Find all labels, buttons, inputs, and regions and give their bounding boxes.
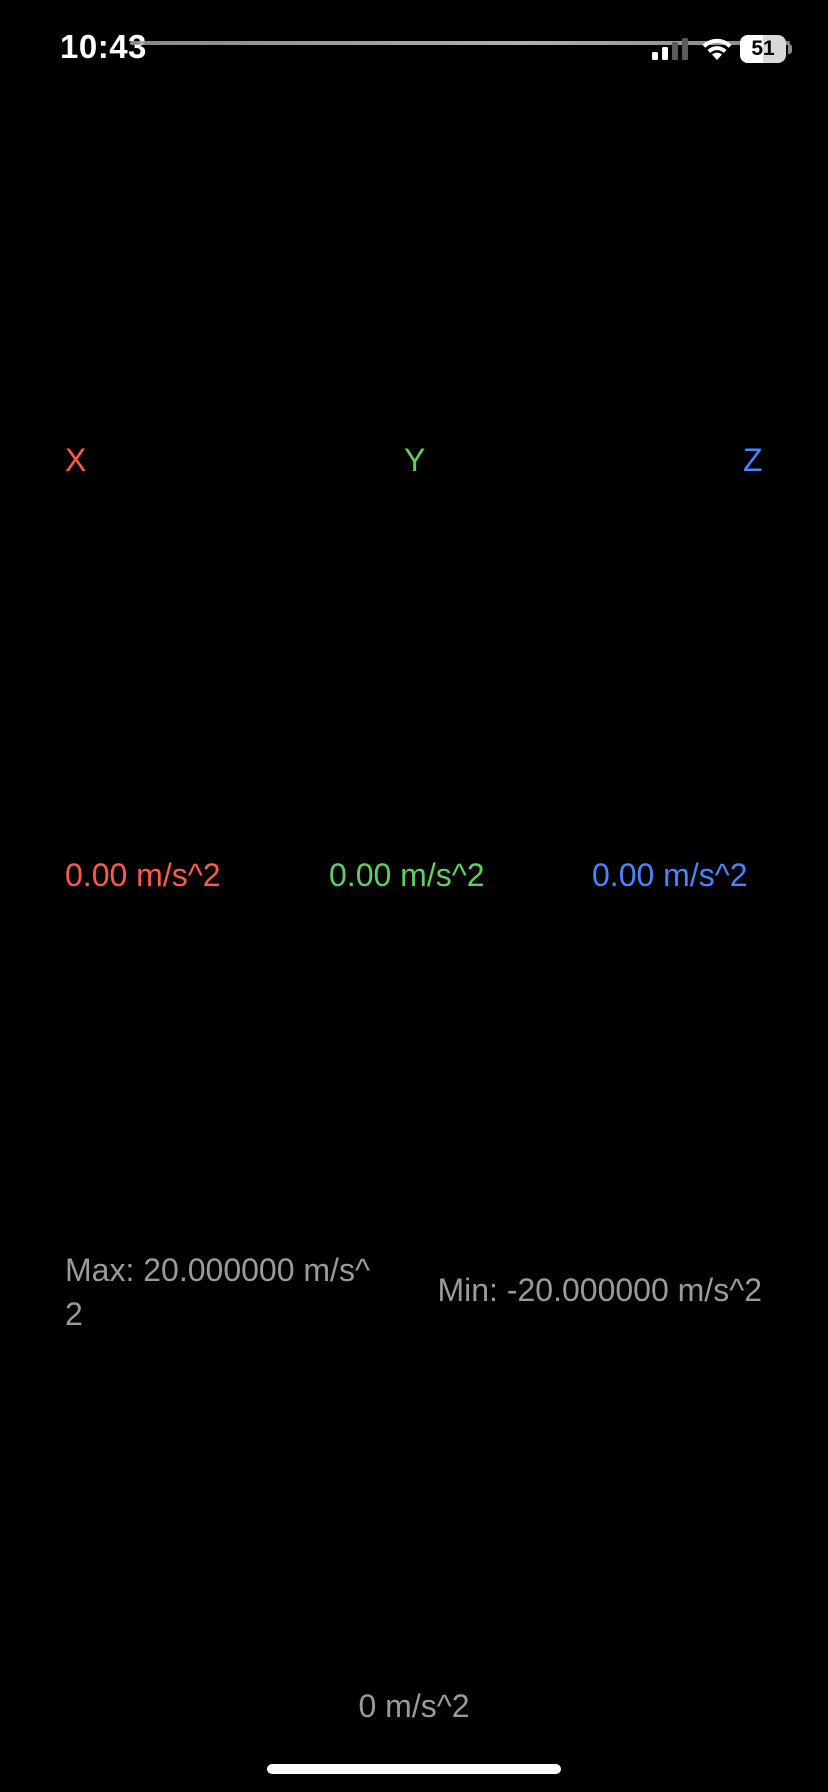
min-value: Min: -20.000000 m/s^2: [437, 1272, 762, 1308]
reading-y: 0.00 m/s^2: [329, 857, 485, 893]
battery-body: 51: [740, 35, 786, 63]
status-time: 10:43: [60, 28, 147, 65]
battery-level: 51: [751, 37, 775, 60]
magnitude-value: 0 m/s^2: [358, 1688, 470, 1724]
axis-label-x: X: [65, 442, 87, 478]
max-value: Max: 20.000000 m/s^2: [65, 1252, 370, 1332]
battery-fill: [740, 35, 764, 63]
home-indicator[interactable]: [267, 1764, 561, 1774]
cellular-signal-icon: [652, 38, 688, 60]
reading-x: 0.00 m/s^2: [65, 857, 221, 893]
axis-label-z: Z: [743, 442, 763, 478]
battery-icon: 51: [740, 35, 792, 63]
battery-cap: [788, 44, 792, 54]
wifi-icon: [702, 38, 732, 60]
axis-label-y: Y: [404, 442, 426, 478]
media-scrub-line: [130, 41, 790, 45]
reading-z: 0.00 m/s^2: [592, 857, 748, 893]
status-bar: 10:43 51: [0, 0, 828, 100]
